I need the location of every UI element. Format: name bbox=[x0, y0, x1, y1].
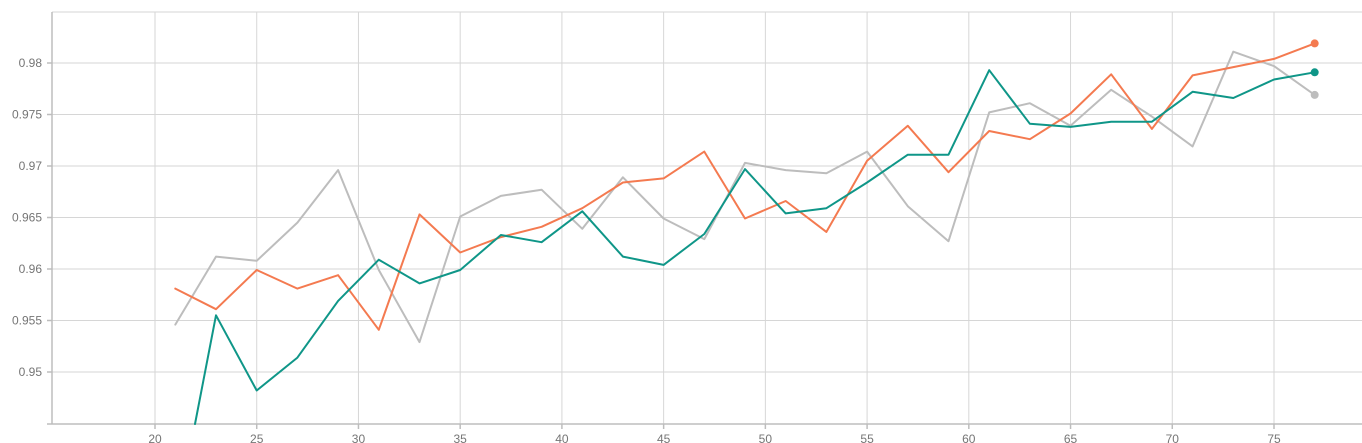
x-tick-label: 75 bbox=[1267, 432, 1281, 443]
series-end-point-2 bbox=[1310, 68, 1319, 77]
series-line-3 bbox=[174, 50, 1316, 344]
y-tick-label: 0.975 bbox=[12, 108, 42, 122]
x-tick-label: 20 bbox=[148, 432, 162, 443]
series-group bbox=[174, 39, 1319, 425]
series-line-2 bbox=[194, 69, 1316, 425]
y-tick-label: 0.98 bbox=[19, 56, 43, 70]
y-tick-label: 0.965 bbox=[12, 211, 42, 225]
y-tick-label: 0.955 bbox=[12, 314, 42, 328]
x-tick-label: 55 bbox=[860, 432, 874, 443]
series-line-1 bbox=[174, 42, 1316, 331]
x-tick-label: 25 bbox=[250, 432, 264, 443]
grid bbox=[52, 11, 1362, 424]
x-tick-label: 40 bbox=[555, 432, 569, 443]
y-tick-label: 0.95 bbox=[19, 365, 43, 379]
x-tick-label: 50 bbox=[759, 432, 773, 443]
x-tick-label: 70 bbox=[1166, 432, 1180, 443]
tick-labels: 20 25 30 35 40 45 50 55 60 65 70 75 0.95 0.955 0.96 0.9… bbox=[12, 56, 1281, 443]
x-tick-label: 35 bbox=[454, 432, 468, 443]
x-tick-label: 60 bbox=[962, 432, 976, 443]
axes bbox=[47, 12, 1362, 429]
y-tick-label: 0.97 bbox=[19, 159, 43, 173]
x-tick-label: 65 bbox=[1064, 432, 1078, 443]
x-tick-label: 45 bbox=[657, 432, 671, 443]
x-tick-label: 30 bbox=[352, 432, 366, 443]
series-end-point-1 bbox=[1310, 39, 1319, 48]
y-tick-label: 0.96 bbox=[19, 262, 43, 276]
series-end-point-3 bbox=[1310, 90, 1319, 99]
